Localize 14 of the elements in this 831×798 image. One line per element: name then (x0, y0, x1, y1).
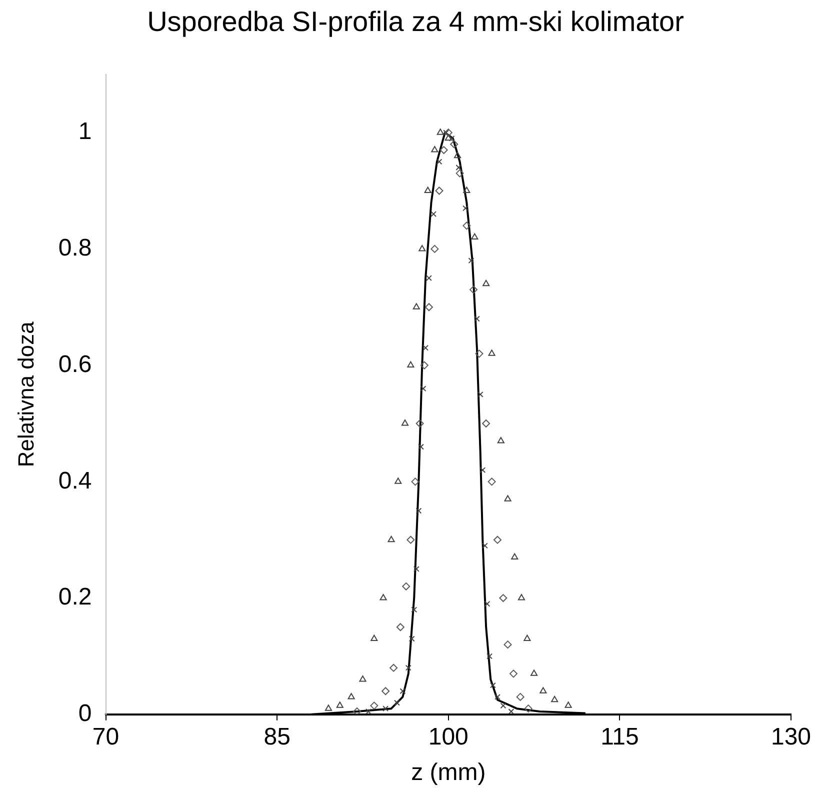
x-tick-label: 115 (600, 723, 639, 750)
y-tick-label: 0.2 (58, 584, 92, 611)
x-tick-label: 85 (264, 723, 290, 750)
y-axis-title: Relativna doza (13, 320, 38, 468)
y-tick-label: 0.4 (58, 467, 92, 494)
x-tick-label: 70 (92, 723, 120, 750)
y-tick-label: 1 (78, 118, 92, 146)
chart-title: Usporedba SI-profila za 4 mm-ski kolimator (146, 6, 685, 38)
y-tick-label: 0 (78, 700, 92, 728)
x-axis-title: z (mm) (411, 759, 486, 786)
x-tick-label: 100 (428, 723, 468, 750)
x-tick-label: 130 (770, 723, 812, 750)
y-tick-label: 0.8 (58, 234, 92, 262)
y-tick-label: 0.6 (58, 350, 92, 378)
